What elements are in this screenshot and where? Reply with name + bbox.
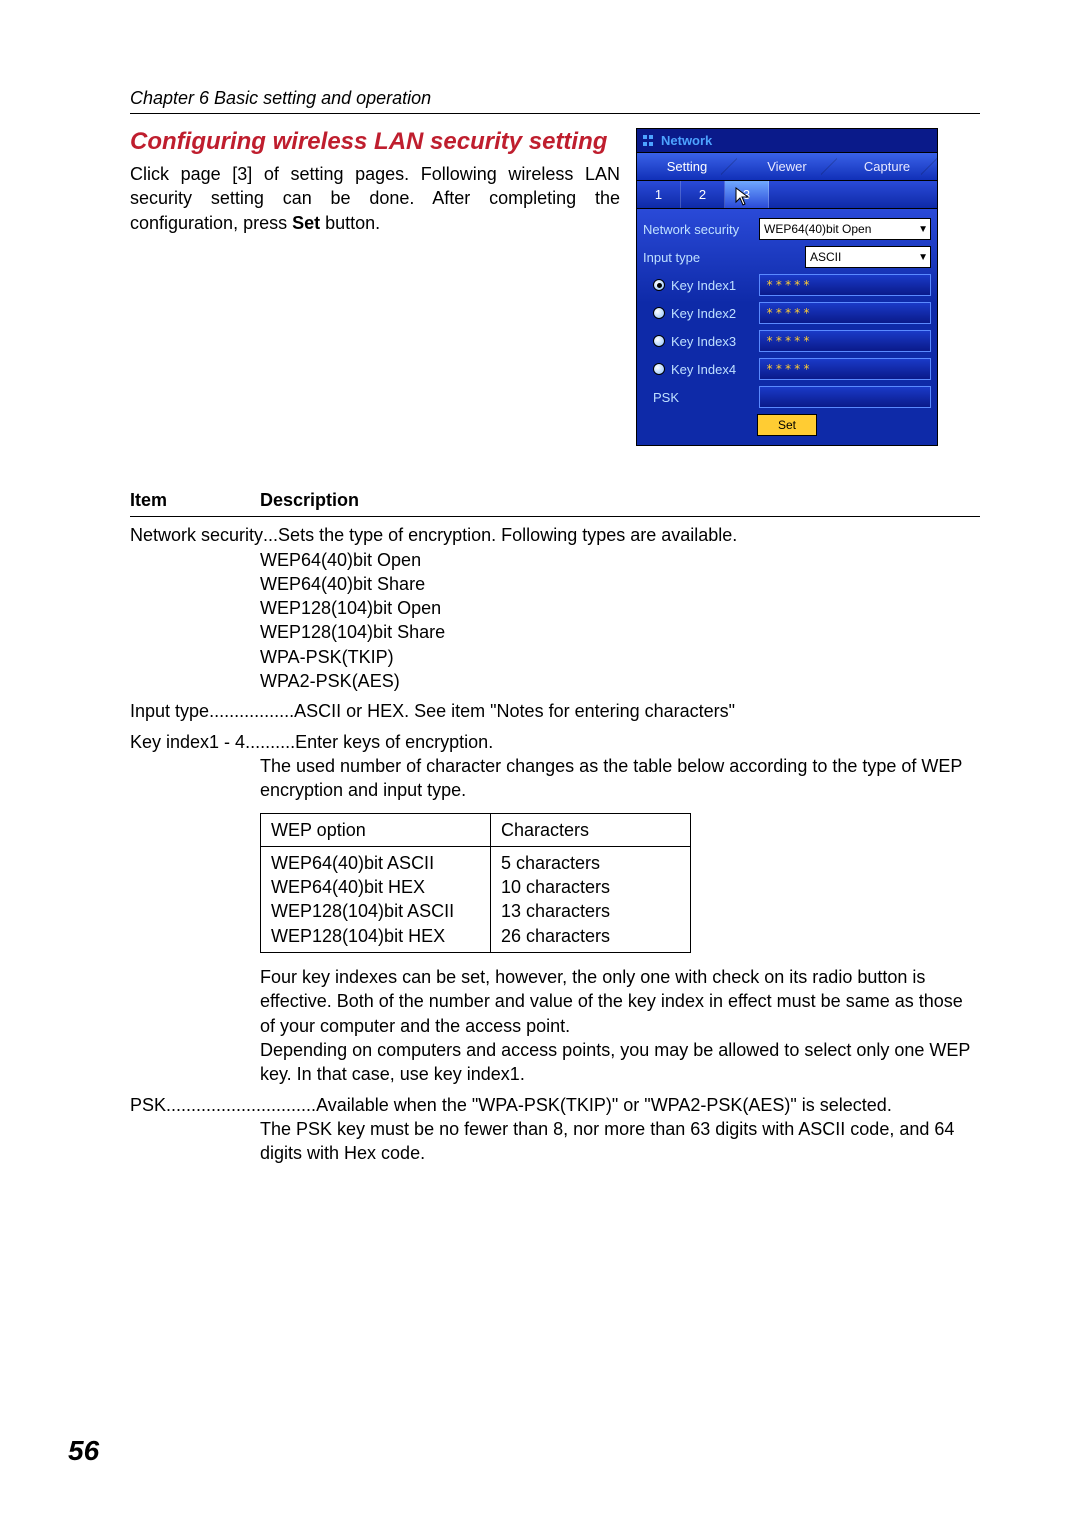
chapter-header: Chapter 6 Basic setting and operation [130, 88, 980, 109]
intro-paragraph: Click page [3] of setting pages. Followi… [130, 162, 620, 235]
key-index1-text: Key Index1 [671, 278, 736, 293]
keyindex-para2b: Depending on computers and access points… [260, 1038, 980, 1087]
inputtype-item: Input type [130, 699, 209, 723]
netsec-text: Sets the type of encryption. Following t… [278, 523, 737, 547]
tab-setting[interactable]: Setting [637, 153, 737, 180]
intro-tail: button. [320, 213, 380, 233]
enc-type: WEP128(104)bit Share [260, 620, 980, 644]
description-section: Item Description Network security ...Set… [130, 488, 980, 1165]
network-security-value: WEP64(40)bit Open [764, 222, 871, 236]
radio-icon[interactable] [653, 307, 665, 319]
network-subtabs: 1 2 3 [637, 181, 937, 209]
key-index1-label[interactable]: Key Index1 [643, 278, 753, 293]
network-security-select[interactable]: WEP64(40)bit Open ▼ [759, 218, 931, 240]
desc-header-desc: Description [260, 488, 980, 512]
network-body: Network security WEP64(40)bit Open ▼ Inp… [637, 209, 937, 445]
network-titlebar: Network [637, 129, 937, 153]
key-index4-input[interactable]: ***** [759, 358, 931, 380]
tab-capture[interactable]: Capture [837, 153, 937, 180]
desc-header-row: Item Description [130, 488, 980, 517]
dots: ... [263, 523, 278, 547]
tab-viewer[interactable]: Viewer [737, 153, 837, 180]
key-index4-label[interactable]: Key Index4 [643, 362, 753, 377]
key-index3-label[interactable]: Key Index3 [643, 334, 753, 349]
enc-type: WPA2-PSK(AES) [260, 669, 980, 693]
keyindex-text: Enter keys of encryption. [295, 730, 493, 754]
dots: .......... [245, 730, 295, 754]
dots: .............................. [166, 1093, 316, 1117]
network-security-label: Network security [643, 222, 753, 237]
input-type-select[interactable]: ASCII ▼ [805, 246, 931, 268]
network-icon [643, 135, 655, 147]
keyindex-item: Key index1 - 4 [130, 730, 245, 754]
network-title: Network [661, 133, 712, 148]
enc-type: WEP64(40)bit Share [260, 572, 980, 596]
wep-header-option: WEP option [261, 813, 491, 846]
wep-cell: WEP64(40)bit ASCII WEP64(40)bit HEX WEP1… [261, 846, 491, 952]
table-row: WEP64(40)bit ASCII WEP64(40)bit HEX WEP1… [261, 846, 691, 952]
radio-icon[interactable] [653, 279, 665, 291]
keyindex-para: The used number of character changes as … [260, 754, 980, 803]
key-index1-input[interactable]: ***** [759, 274, 931, 296]
psk-item: PSK [130, 1093, 166, 1117]
psk-input[interactable] [759, 386, 931, 408]
encryption-type-list: WEP64(40)bit Open WEP64(40)bit Share WEP… [260, 548, 980, 694]
wep-option-table: WEP option Characters WEP64(40)bit ASCII… [260, 813, 691, 953]
inputtype-text: ASCII or HEX. See item "Notes for enteri… [294, 699, 735, 723]
header-rule [130, 113, 980, 114]
chevron-down-icon: ▼ [918, 224, 928, 235]
enc-type: WPA-PSK(TKIP) [260, 645, 980, 669]
psk-text: Available when the "WPA-PSK(TKIP)" or "W… [316, 1093, 892, 1117]
keyindex-para2a: Four key indexes can be set, however, th… [260, 965, 980, 1038]
intro-bold: Set [292, 213, 320, 233]
chevron-down-icon: ▼ [918, 252, 928, 263]
wep-cell: 5 characters 10 characters 13 characters… [491, 846, 691, 952]
input-type-label: Input type [643, 250, 753, 265]
radio-icon[interactable] [653, 335, 665, 347]
cursor-icon [735, 187, 751, 212]
subtab-1[interactable]: 1 [637, 181, 681, 208]
dots: ................. [209, 699, 294, 723]
key-index2-label[interactable]: Key Index2 [643, 306, 753, 321]
key-index2-text: Key Index2 [671, 306, 736, 321]
key-index4-text: Key Index4 [671, 362, 736, 377]
network-tabs: Setting Viewer Capture [637, 153, 937, 181]
key-index3-text: Key Index3 [671, 334, 736, 349]
input-type-value: ASCII [810, 250, 841, 264]
netsec-item: Network security [130, 523, 263, 547]
page-number: 56 [68, 1435, 99, 1467]
subtab-2[interactable]: 2 [681, 181, 725, 208]
set-button[interactable]: Set [757, 414, 817, 436]
psk-label: PSK [643, 390, 753, 405]
wep-header-chars: Characters [491, 813, 691, 846]
radio-icon[interactable] [653, 363, 665, 375]
key-index2-input[interactable]: ***** [759, 302, 931, 324]
desc-header-item: Item [130, 488, 260, 512]
enc-type: WEP64(40)bit Open [260, 548, 980, 572]
section-title: Configuring wireless LAN security settin… [130, 128, 620, 156]
network-panel: Network Setting Viewer Capture 1 2 3 Net… [636, 128, 938, 446]
psk-para: The PSK key must be no fewer than 8, nor… [260, 1117, 980, 1166]
enc-type: WEP128(104)bit Open [260, 596, 980, 620]
table-row: WEP option Characters [261, 813, 691, 846]
key-index3-input[interactable]: ***** [759, 330, 931, 352]
